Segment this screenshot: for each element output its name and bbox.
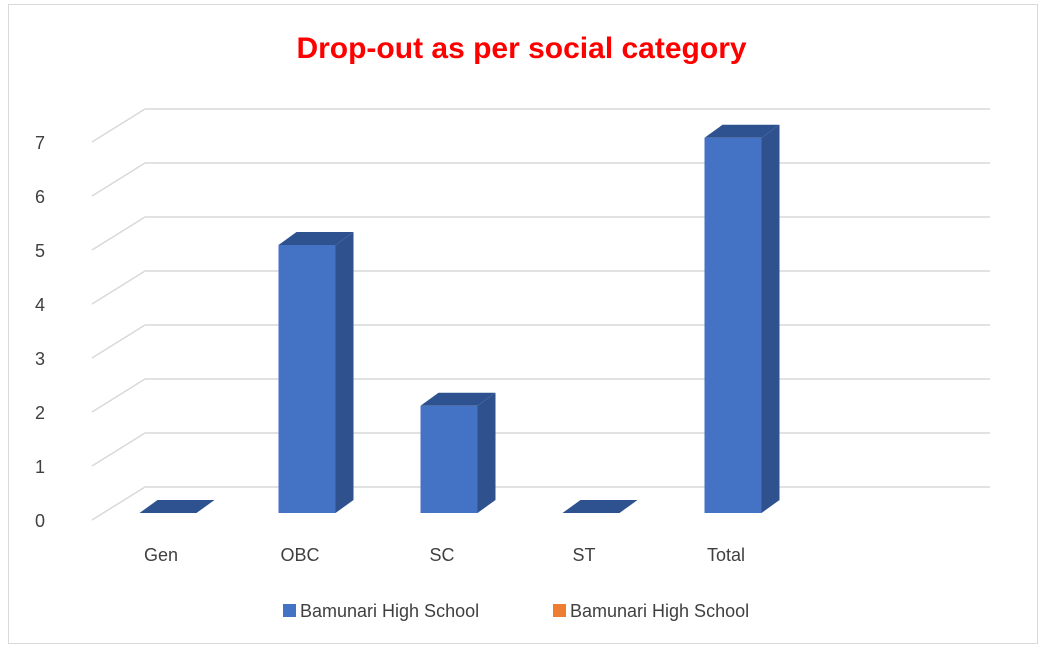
chart-title: Drop-out as per social category (296, 32, 747, 65)
y-tick-label: 6 (35, 187, 45, 207)
legend-item-2: Bamunari High School (553, 601, 749, 621)
x-category-label: Gen (144, 545, 178, 565)
bar-st (562, 500, 638, 513)
y-tick-label: 1 (35, 457, 45, 477)
x-category-label: OBC (280, 545, 319, 565)
x-category-label: ST (572, 545, 595, 565)
y-tick-label: 7 (35, 133, 45, 153)
bar-top (562, 500, 638, 513)
gridline (91, 486, 990, 521)
legend-label: Bamunari High School (570, 601, 749, 621)
legend-swatch (283, 604, 296, 617)
gridline (91, 378, 990, 413)
bar-top (278, 232, 354, 245)
bar-side (761, 124, 780, 514)
gridline (91, 324, 990, 359)
legend-item-1: Bamunari High School (283, 601, 479, 621)
bar-gen (139, 500, 215, 513)
chart-frame (8, 4, 1038, 644)
y-tick-label: 5 (35, 241, 45, 261)
x-category-label: Total (707, 545, 745, 565)
legend-swatch (553, 604, 566, 617)
x-axis-categories: Gen OBC SC ST Total (144, 545, 745, 565)
gridline (91, 432, 990, 467)
gridlines (91, 108, 990, 521)
bar-front (420, 405, 478, 513)
bar-sc (420, 392, 496, 513)
gridline (91, 216, 990, 251)
y-tick-label: 0 (35, 511, 45, 531)
bar-top (139, 500, 215, 513)
gridline (91, 270, 990, 305)
bar-top (420, 392, 496, 406)
legend: Bamunari High School Bamunari High School (283, 601, 749, 621)
bar-front (704, 137, 762, 514)
y-tick-label: 2 (35, 403, 45, 423)
y-tick-label: 3 (35, 349, 45, 369)
bar-side (477, 392, 496, 513)
bar-obc (278, 232, 354, 513)
legend-label: Bamunari High School (300, 601, 479, 621)
bar-top (704, 124, 780, 138)
gridline (91, 108, 990, 143)
bar-side (335, 232, 354, 513)
bar-total (704, 124, 780, 514)
gridline (91, 162, 990, 197)
x-category-label: SC (429, 545, 454, 565)
bars (139, 124, 780, 514)
y-tick-label: 4 (35, 295, 45, 315)
bar-front (278, 245, 336, 513)
y-axis-ticks: 0 1 2 3 4 5 6 7 (35, 133, 45, 531)
